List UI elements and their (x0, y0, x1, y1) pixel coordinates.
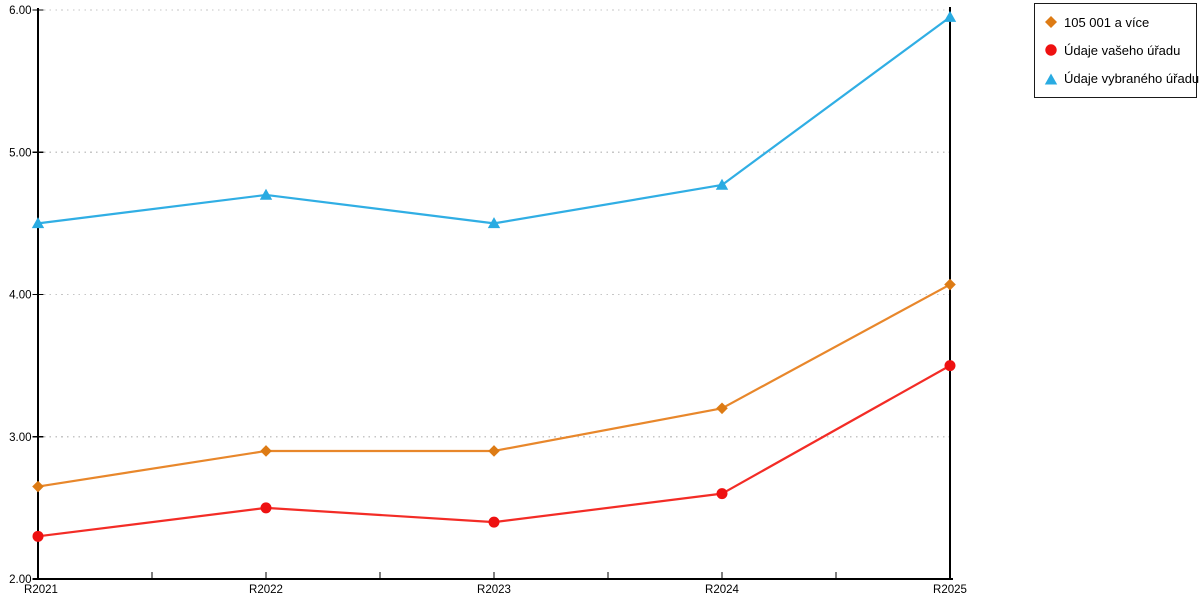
y-tick-label: 4.00 (9, 290, 31, 302)
marker-triangle-icon (715, 178, 729, 190)
circle-icon (1045, 44, 1057, 57)
y-tick-label: 5.00 (9, 147, 31, 159)
marker-diamond-icon (716, 402, 728, 415)
legend: 105 001 a více Údaje vašeho úřadu Údaje … (1034, 3, 1199, 98)
diamond-icon (1045, 16, 1057, 29)
legend-label: 105 001 a více (1064, 14, 1150, 30)
x-tick-label: R2025 (933, 584, 967, 596)
y-tick-label: 2.00 (9, 574, 31, 586)
marker-diamond-icon (944, 278, 956, 291)
marker-diamond-icon (488, 445, 500, 457)
marker-circle-icon (260, 502, 272, 514)
y-tick-label: 6.00 (9, 5, 31, 17)
triangle-icon (1044, 73, 1058, 85)
x-tick-label: R2023 (477, 584, 511, 596)
marker-circle-icon (488, 516, 500, 528)
marker-diamond-icon (260, 445, 272, 457)
marker-triangle-icon (31, 217, 45, 229)
series-line-2 (36, 16, 952, 225)
legend-item: Údaje vašeho úřadu (1044, 43, 1192, 57)
marker-circle-icon (716, 488, 728, 500)
x-tick-label: R2021 (24, 584, 58, 596)
marker-circle-icon (944, 360, 956, 372)
legend-label: Údaje vybraného úřadu (1064, 71, 1200, 87)
x-tick-label: R2022 (249, 584, 283, 596)
legend-item: Údaje vybraného úřadu (1044, 72, 1199, 86)
marker-circle-icon (32, 530, 44, 542)
legend-label: Údaje vašeho úřadu (1064, 42, 1181, 58)
legend-item: 105 001 a více (1044, 15, 1192, 29)
marker-diamond-icon (32, 480, 44, 493)
marker-triangle-icon (259, 188, 273, 200)
marker-triangle-icon (943, 10, 957, 22)
marker-triangle-icon (487, 217, 501, 229)
x-tick-label: R2024 (705, 584, 739, 596)
y-tick-label: 3.00 (9, 432, 31, 444)
